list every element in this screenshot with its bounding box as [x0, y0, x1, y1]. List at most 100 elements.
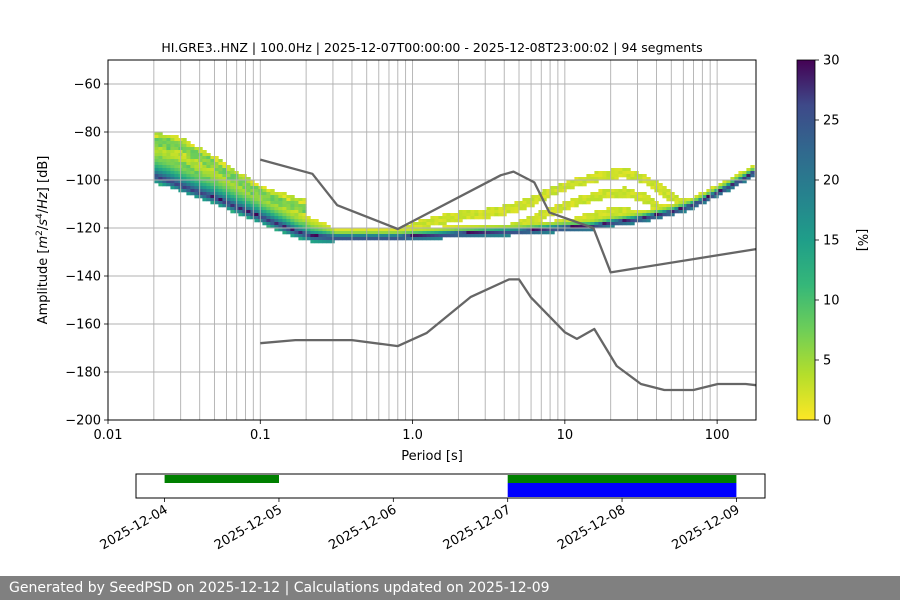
heatmap-cell — [294, 207, 298, 210]
heatmap-cell — [282, 192, 286, 195]
heatmap-cell — [486, 228, 490, 231]
heatmap-cell — [618, 213, 622, 216]
heatmap-cell — [466, 231, 470, 234]
heatmap-cell — [262, 189, 266, 192]
heatmap-cell — [522, 198, 526, 201]
heatmap-cell — [254, 201, 258, 204]
y-tick-label: −140 — [65, 270, 101, 285]
heatmap-cell — [566, 180, 570, 183]
heatmap-cell — [266, 213, 270, 216]
heatmap-cell — [194, 147, 198, 150]
heatmap-cell — [314, 222, 318, 225]
heatmap-cell — [306, 219, 310, 222]
heatmap-cell — [418, 222, 422, 225]
heatmap-cell — [590, 216, 594, 219]
heatmap-cell — [198, 174, 202, 177]
heatmap-cell — [450, 228, 454, 231]
heatmap-cell — [486, 234, 490, 237]
heatmap-cell — [602, 213, 606, 216]
heatmap-cell — [190, 189, 194, 192]
heatmap-cell — [346, 228, 350, 231]
heatmap-cell — [162, 150, 166, 153]
heatmap-cell — [602, 192, 606, 195]
heatmap-cell — [294, 213, 298, 216]
heatmap-cell — [238, 183, 242, 186]
heatmap-cell — [638, 213, 642, 216]
heatmap-cell — [522, 207, 526, 210]
heatmap-cell — [614, 219, 618, 222]
heatmap-cell — [250, 189, 254, 192]
heatmap-cell — [154, 168, 158, 171]
heatmap-cell — [206, 171, 210, 174]
heatmap-cell — [466, 210, 470, 213]
heatmap-cell — [350, 237, 354, 240]
heatmap-cell — [602, 219, 606, 222]
heatmap-cell — [190, 171, 194, 174]
heatmap-cell — [690, 204, 694, 207]
heatmap-cell — [598, 213, 602, 216]
heatmap-cell — [418, 219, 422, 222]
heatmap-cell — [426, 222, 430, 225]
heatmap-cell — [446, 228, 450, 231]
heatmap-cell — [206, 165, 210, 168]
heatmap-cell — [338, 234, 342, 237]
heatmap-cell — [358, 237, 362, 240]
heatmap-cell — [342, 228, 346, 231]
heatmap-cell — [542, 192, 546, 195]
noise-models — [260, 160, 756, 390]
heatmap-cell — [350, 228, 354, 231]
heatmap-cell — [202, 171, 206, 174]
y-tick-label: −160 — [65, 318, 101, 333]
heatmap-cell — [214, 171, 218, 174]
heatmap-cell — [238, 174, 242, 177]
heatmap-cell — [486, 210, 490, 213]
heatmap-cell — [690, 201, 694, 204]
heatmap-cell — [594, 171, 598, 174]
heatmap-cell — [162, 171, 166, 174]
heatmap-cell — [218, 165, 222, 168]
heatmap-cell — [606, 174, 610, 177]
heatmap-cell — [398, 234, 402, 237]
heatmap-cell — [190, 168, 194, 171]
heatmap-cell — [254, 198, 258, 201]
heatmap-cell — [174, 183, 178, 186]
heatmap-cell — [626, 207, 630, 210]
heatmap-cell — [274, 192, 278, 195]
heatmap-cell — [238, 189, 242, 192]
heatmap-cell — [166, 183, 170, 186]
low-noise-model-line — [260, 279, 756, 390]
heatmap-cell — [274, 213, 278, 216]
heatmap-cell — [626, 192, 630, 195]
heatmap-cell — [730, 180, 734, 183]
heatmap-cell — [170, 141, 174, 144]
heatmap-cell — [630, 222, 634, 225]
heatmap-cell — [162, 162, 166, 165]
heatmap-cell — [658, 216, 662, 219]
heatmap-cell — [318, 231, 322, 234]
heatmap-cell — [274, 195, 278, 198]
heatmap-cell — [182, 159, 186, 162]
heatmap-cell — [322, 234, 326, 237]
heatmap-cell — [382, 234, 386, 237]
heatmap-cell — [190, 180, 194, 183]
heatmap-cell — [342, 231, 346, 234]
heatmap-cell — [402, 228, 406, 231]
heatmap-cell — [474, 228, 478, 231]
heatmap-cell — [214, 168, 218, 171]
heatmap-cell — [198, 153, 202, 156]
heatmap-cell — [662, 186, 666, 189]
heatmap-cell — [242, 198, 246, 201]
heatmap-cell — [182, 138, 186, 141]
heatmap-cell — [282, 213, 286, 216]
timeline-tick-label: 2025-12-05 — [212, 502, 285, 553]
heatmap-cell — [266, 216, 270, 219]
heatmap-cell — [606, 213, 610, 216]
heatmap-cell — [590, 195, 594, 198]
heatmap-cell — [434, 228, 438, 231]
heatmap-cell — [242, 207, 246, 210]
y-tick-label: −180 — [65, 366, 101, 381]
heatmap-cell — [294, 204, 298, 207]
heatmap-cell — [218, 186, 222, 189]
heatmap-cell — [622, 192, 626, 195]
heatmap-cell — [158, 180, 162, 183]
